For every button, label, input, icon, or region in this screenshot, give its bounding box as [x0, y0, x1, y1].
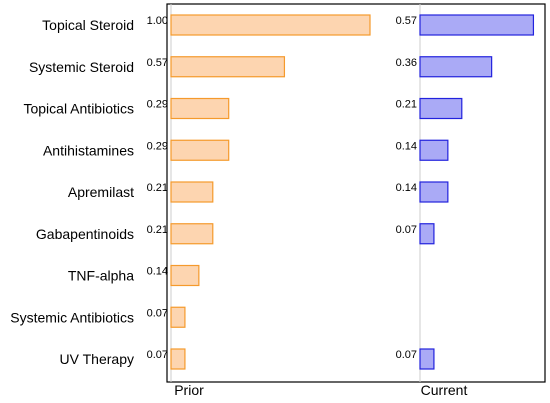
bar-current-antihistamines — [419, 139, 449, 161]
value-label-prior-systemic-steroid: 0.57 — [147, 57, 168, 69]
plot-frame — [166, 3, 546, 383]
value-label-current-antihistamines: 0.14 — [396, 140, 417, 152]
series-label-prior: Prior — [174, 382, 204, 398]
bar-prior-gabapentinoids — [170, 223, 214, 245]
bar-current-gabapentinoids — [419, 223, 435, 245]
bar-current-systemic-steroid — [419, 56, 493, 78]
value-label-current-apremilast: 0.14 — [396, 182, 417, 194]
value-labels: 1.00 0.57 0.29 0.29 0.21 0.21 0.14 0.07 0.07 0.57… — [147, 15, 417, 361]
category-label-systemic-steroid: Systemic Steroid — [29, 59, 134, 75]
bar-current-uv-therapy — [419, 348, 435, 370]
category-label-antihistamines: Antihistamines — [43, 142, 134, 158]
bar-prior-systemic-steroid — [170, 56, 286, 78]
category-label-uv-therapy: UV Therapy — [60, 351, 134, 367]
bar-prior-topical-steroid — [170, 14, 371, 36]
series-label-current: Current — [421, 382, 468, 398]
value-label-current-topical-steroid: 0.57 — [396, 15, 417, 27]
value-label-prior-antihistamines: 0.29 — [147, 140, 168, 152]
bar-prior-apremilast — [170, 181, 214, 203]
bar-current-topical-antibiotics — [419, 97, 463, 120]
bar-prior-antihistamines — [170, 139, 230, 161]
category-labels: Topical Steroid Systemic Steroid Topical A… — [10, 17, 134, 367]
bar-current-topical-steroid — [419, 14, 535, 36]
bar-prior-topical-antibiotics — [170, 97, 230, 120]
value-label-prior-tnf-alpha: 0.14 — [147, 266, 168, 278]
category-label-gabapentinoids: Gabapentinoids — [36, 226, 134, 242]
category-label-tnf-alpha: TNF-alpha — [68, 268, 134, 284]
value-label-prior-systemic-antibiotics: 0.07 — [147, 307, 168, 319]
bar-prior-uv-therapy — [170, 348, 186, 370]
bar-current-apremilast — [419, 181, 449, 203]
bars — [170, 14, 535, 370]
bar-prior-systemic-antibiotics — [170, 306, 186, 328]
value-label-prior-apremilast: 0.21 — [147, 182, 168, 194]
category-label-systemic-antibiotics: Systemic Antibiotics — [10, 309, 134, 325]
category-label-topical-antibiotics: Topical Antibiotics — [23, 101, 134, 117]
category-label-apremilast: Apremilast — [68, 184, 134, 200]
category-label-topical-steroid: Topical Steroid — [42, 17, 134, 33]
value-label-prior-uv-therapy: 0.07 — [147, 349, 168, 361]
value-label-current-topical-antibiotics: 0.21 — [396, 99, 417, 111]
value-label-prior-topical-steroid: 1.00 — [147, 15, 168, 27]
value-label-current-uv-therapy: 0.07 — [396, 349, 417, 361]
value-label-current-gabapentinoids: 0.07 — [396, 224, 417, 236]
bar-prior-tnf-alpha — [170, 264, 200, 287]
value-label-prior-gabapentinoids: 0.21 — [147, 224, 168, 236]
value-label-current-systemic-steroid: 0.36 — [396, 57, 417, 69]
value-label-prior-topical-antibiotics: 0.29 — [147, 99, 168, 111]
